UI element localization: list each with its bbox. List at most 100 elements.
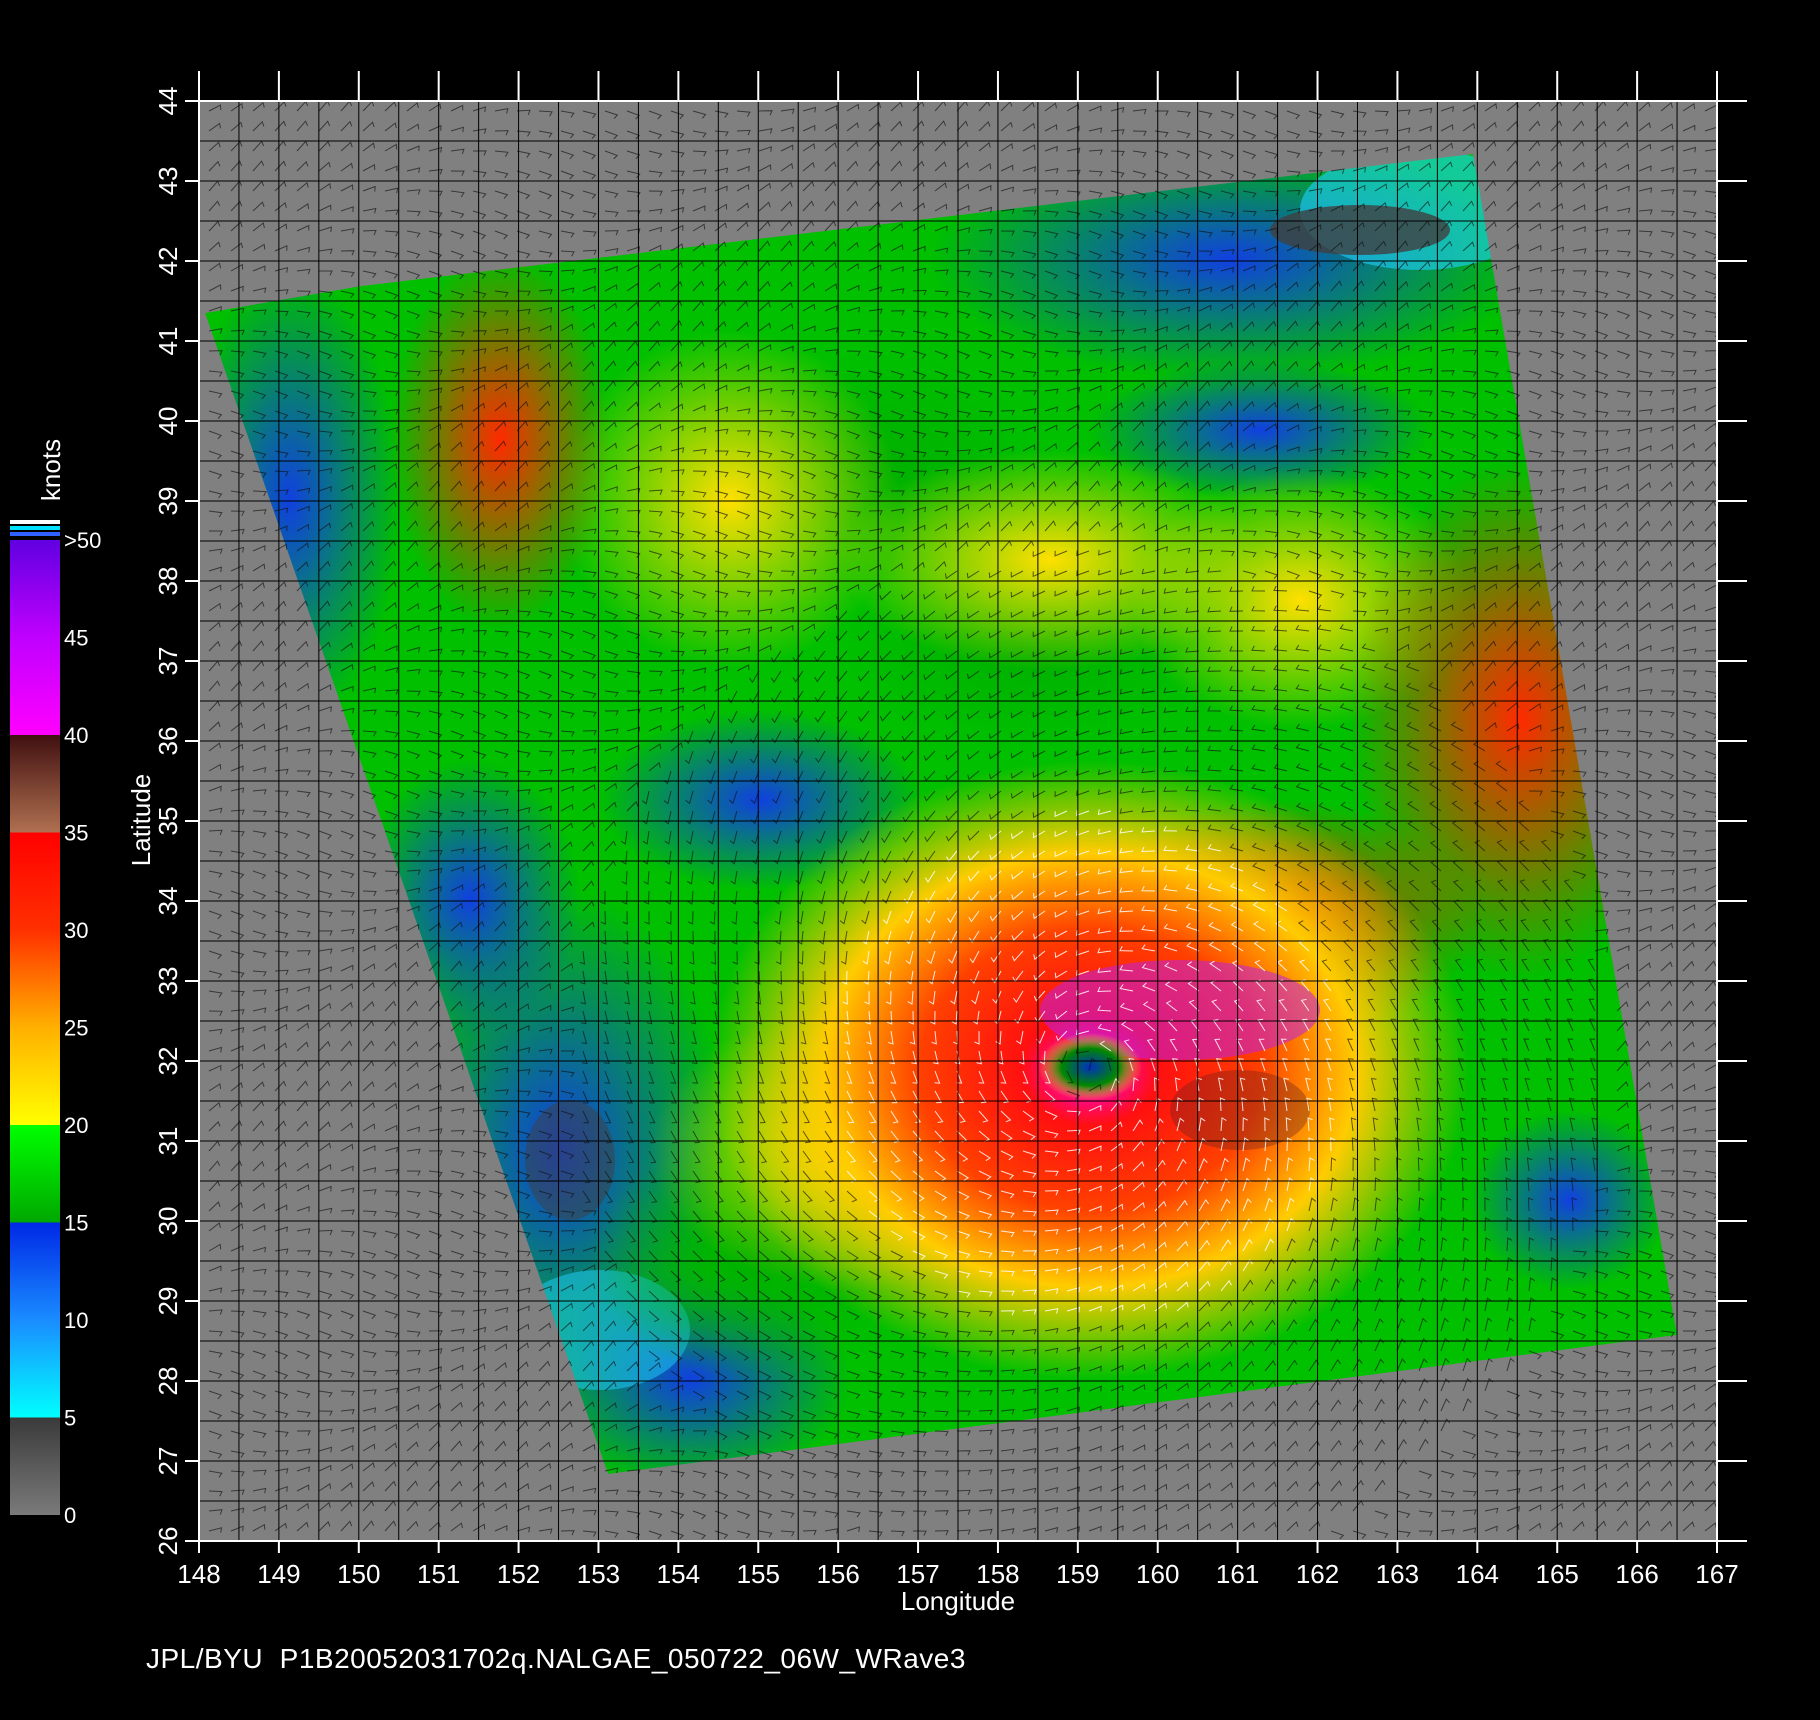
wind-barb-1068 (934, 410, 949, 419)
wind-barb-4175 (978, 1310, 993, 1317)
wind-barb-1229 (1440, 450, 1455, 460)
wind-barb-3176 (252, 1025, 266, 1032)
wind-barb-3325 (494, 1067, 509, 1073)
wind-barb-181 (1154, 150, 1169, 159)
wind-barb-1618 (890, 562, 904, 572)
wind-barb-293 (582, 190, 597, 199)
wind-barb-151 (494, 150, 509, 157)
wind-barb-3135 (865, 1010, 871, 1025)
wind-barb-1870 (362, 643, 376, 652)
wind-barb-1780 (1418, 605, 1432, 612)
wind-barb-2172 (923, 730, 936, 741)
wind-barb-3359 (1237, 1058, 1244, 1072)
wind-barb-2652 (860, 870, 870, 884)
wind-barb-540 (1462, 241, 1475, 252)
wind-barb-4599 (1198, 1422, 1211, 1432)
wind-barb-539 (1440, 240, 1453, 252)
wind-barb-2425 (428, 810, 443, 818)
wind-barb-2717 (774, 890, 782, 905)
wind-barb-4225 (560, 1321, 573, 1332)
wind-barb-2213 (318, 750, 333, 756)
wind-barb-4640 (582, 1443, 596, 1452)
wind-barb-4106 (978, 1290, 993, 1297)
wind-barb-1513 (1616, 521, 1629, 532)
wind-barb-4947 (1264, 1521, 1277, 1532)
wind-barb-4219 (428, 1330, 443, 1336)
wind-barb-4291 (494, 1343, 508, 1352)
wind-barb-3113 (384, 1000, 397, 1012)
wind-barb-3241 (1682, 1020, 1695, 1032)
wind-barb-770 (450, 330, 465, 337)
wind-barb-387 (1132, 210, 1147, 220)
wind-barb-112 (1154, 130, 1169, 138)
wind-barb-3164 (1500, 998, 1508, 1012)
wind-barb-602 (1308, 261, 1321, 272)
wind-barb-425 (450, 230, 465, 240)
wind-barb-371 (780, 200, 793, 212)
wind-barb-1440 (1528, 507, 1543, 514)
wind-barb-3204 (866, 1030, 872, 1045)
wind-barb-176 (1044, 145, 1058, 152)
wind-barb-3736 (428, 1190, 443, 1199)
wind-barb-4524 (1066, 1406, 1080, 1413)
wind-barb-256 (1286, 170, 1301, 177)
wind-barb-1707 (1330, 590, 1345, 599)
wind-barb-676 (1418, 281, 1431, 292)
wind-barb-2443 (815, 810, 826, 824)
wind-barb-1872 (406, 646, 421, 653)
wind-barb-1144 (1088, 422, 1101, 432)
wind-barb-3273 (867, 1050, 874, 1065)
wind-barb-2932 (948, 950, 958, 964)
wind-barb-4554 (208, 1430, 223, 1440)
wind-barb-192 (1396, 145, 1410, 152)
wind-barb-3828 (934, 1210, 948, 1221)
wind-barb-3287 (1169, 1038, 1178, 1052)
wind-barb-1682 (780, 588, 795, 595)
wind-barb-976 (428, 387, 443, 394)
wind-barb-4035 (934, 1270, 949, 1279)
wind-barb-4209 (208, 1330, 223, 1337)
wind-barb-104 (978, 120, 991, 132)
wind-barb-3648 (1526, 1137, 1532, 1152)
wind-barb-213 (340, 162, 353, 172)
wind-barb-4221 (472, 1326, 487, 1333)
wind-barb-443 (846, 220, 859, 232)
wind-barb-1092 (1462, 410, 1477, 419)
wind-barb-1885 (692, 649, 707, 655)
wind-barb-3146 (1097, 1005, 1112, 1012)
wind-barb-4585 (890, 1430, 905, 1438)
wind-barb-4775 (516, 1483, 530, 1492)
wind-barb-3603 (538, 1150, 553, 1160)
wind-barb-2701 (428, 885, 442, 892)
wind-barb-1385 (318, 504, 332, 512)
wind-barb-787 (824, 327, 839, 333)
wind-barb-574 (692, 261, 705, 272)
wind-barb-2863 (947, 930, 958, 944)
wind-barb-1196 (714, 450, 729, 456)
wind-barb-1842 (1251, 625, 1266, 632)
wind-barb-4421 (318, 1390, 333, 1398)
wind-barb-2736 (1185, 883, 1200, 892)
wind-barb-1122 (604, 421, 617, 432)
wind-barb-4753 (1550, 1466, 1564, 1473)
wind-barb-2134 (1616, 709, 1631, 715)
wind-barb-1235 (1572, 450, 1587, 456)
wind-barb-865 (1022, 350, 1037, 359)
wind-barb-4089 (604, 1281, 617, 1292)
wind-barb-3978 (1198, 1239, 1210, 1252)
wind-barb-3906 (1132, 1222, 1145, 1232)
wind-barb-2878 (1275, 920, 1288, 932)
wind-barb-799 (1088, 330, 1103, 337)
wind-barb-1540 (692, 550, 707, 560)
wind-barb-2710 (621, 890, 628, 905)
wind-barb-1881 (604, 650, 619, 659)
wind-barb-4389 (1132, 1363, 1146, 1372)
wind-barb-2018 (582, 690, 597, 699)
wind-barb-1642 (1418, 570, 1433, 576)
wind-barb-2453 (1032, 810, 1046, 819)
wind-barb-3278 (976, 1050, 983, 1065)
wind-barb-4816 (1418, 1490, 1433, 1499)
wind-barb-3382 (230, 1082, 243, 1092)
wind-barb-203 (1638, 143, 1652, 152)
wind-barb-471 (1462, 220, 1475, 232)
